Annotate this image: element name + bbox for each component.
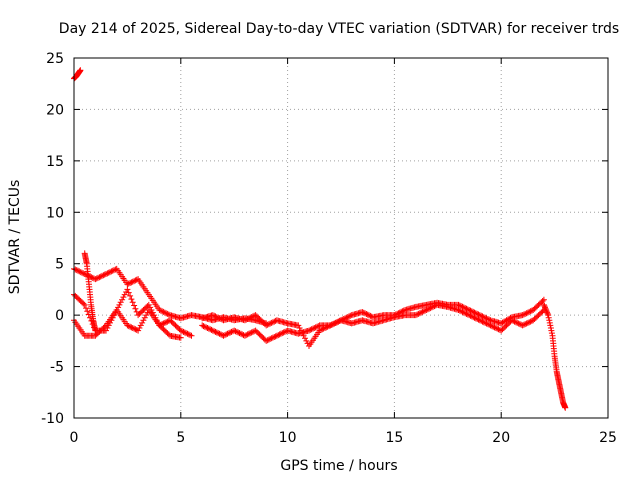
x-tick-label: 5 xyxy=(176,430,185,446)
y-tick-label: 25 xyxy=(46,51,64,67)
x-axis-label: GPS time / hours xyxy=(280,458,397,474)
data-point-markers xyxy=(540,301,569,411)
y-tick-label: 20 xyxy=(46,102,64,118)
y-tick-label: -5 xyxy=(50,360,64,376)
data-points xyxy=(71,67,569,411)
y-axis-ticks: -10 -5 0 5 10 15 20 25 xyxy=(41,51,608,427)
y-tick-label: 0 xyxy=(55,308,64,324)
x-tick-label: 25 xyxy=(599,430,617,446)
series-trace-end xyxy=(540,301,569,411)
x-tick-label: 10 xyxy=(279,430,297,446)
chart-title: Day 214 of 2025, Sidereal Day-to-day VTE… xyxy=(59,21,619,37)
y-axis-label: SDTVAR / TECUs xyxy=(7,180,23,295)
data-point-markers xyxy=(71,307,184,341)
x-tick-label: 0 xyxy=(70,430,79,446)
series-trace-lower xyxy=(71,307,184,341)
x-axis-ticks: 0 5 10 15 20 25 xyxy=(70,58,617,446)
x-tick-label: 20 xyxy=(492,430,510,446)
x-tick-label: 15 xyxy=(385,430,403,446)
series-trace-initial xyxy=(71,67,84,82)
series-trace-spike xyxy=(81,250,99,334)
data-point-markers xyxy=(199,296,547,349)
grid xyxy=(74,58,608,418)
y-tick-label: 10 xyxy=(46,205,64,221)
series-trace-mid-b xyxy=(199,296,547,349)
data-point-markers xyxy=(81,250,99,334)
y-tick-label: -10 xyxy=(41,411,64,427)
y-tick-label: 5 xyxy=(55,257,64,273)
data-point-markers xyxy=(71,67,84,82)
y-tick-label: 15 xyxy=(46,154,64,170)
plot-frame xyxy=(73,57,609,419)
